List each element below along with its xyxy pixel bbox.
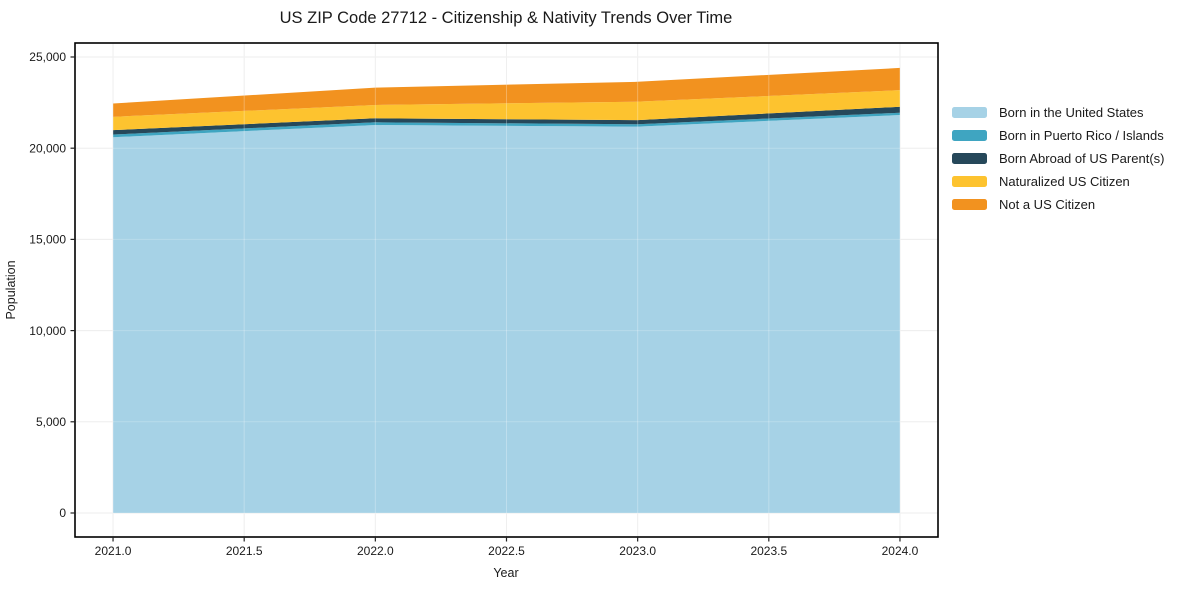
x-tick-label: 2022.0 — [357, 544, 394, 558]
x-tick-label: 2024.0 — [882, 544, 919, 558]
y-tick-label: 0 — [59, 506, 66, 520]
chart-title: US ZIP Code 27712 - Citizenship & Nativi… — [280, 9, 733, 27]
legend-label: Born in Puerto Rico / Islands — [999, 128, 1164, 143]
legend-swatch-icon — [952, 199, 987, 210]
legend-label: Born Abroad of US Parent(s) — [999, 151, 1165, 166]
x-tick-label: 2021.5 — [226, 544, 263, 558]
x-tick-label: 2023.5 — [750, 544, 787, 558]
legend-item: Born in the United States — [952, 101, 1164, 124]
y-axis-label: Population — [4, 260, 18, 319]
x-tick-label: 2021.0 — [95, 544, 132, 558]
legend-label: Naturalized US Citizen — [999, 174, 1130, 189]
legend-swatch-icon — [952, 153, 987, 164]
x-tick-label: 2022.5 — [488, 544, 525, 558]
y-tick-label: 15,000 — [29, 233, 66, 247]
legend-label: Not a US Citizen — [999, 197, 1096, 212]
x-axis-label: Year — [493, 566, 518, 580]
area-series-2 — [113, 106, 900, 135]
legend-label: Born in the United States — [999, 105, 1144, 120]
legend-item: Not a US Citizen — [952, 193, 1164, 216]
legend-item: Naturalized US Citizen — [952, 170, 1164, 193]
legend: Born in the United States Born in Puerto … — [952, 101, 1164, 216]
legend-item: Born in Puerto Rico / Islands — [952, 124, 1164, 147]
legend-item: Born Abroad of US Parent(s) — [952, 147, 1164, 170]
y-tick-label: 5,000 — [36, 415, 66, 429]
legend-swatch-icon — [952, 176, 987, 187]
area-series-3 — [113, 90, 900, 131]
area-series-1 — [113, 112, 900, 138]
area-series-4 — [113, 67, 900, 117]
legend-swatch-icon — [952, 130, 987, 141]
y-tick-label: 10,000 — [29, 324, 66, 338]
area-series-0 — [113, 114, 900, 513]
legend-swatch-icon — [952, 107, 987, 118]
x-tick-label: 2023.0 — [619, 544, 656, 558]
y-tick-label: 25,000 — [29, 50, 66, 64]
y-tick-label: 20,000 — [29, 141, 66, 155]
